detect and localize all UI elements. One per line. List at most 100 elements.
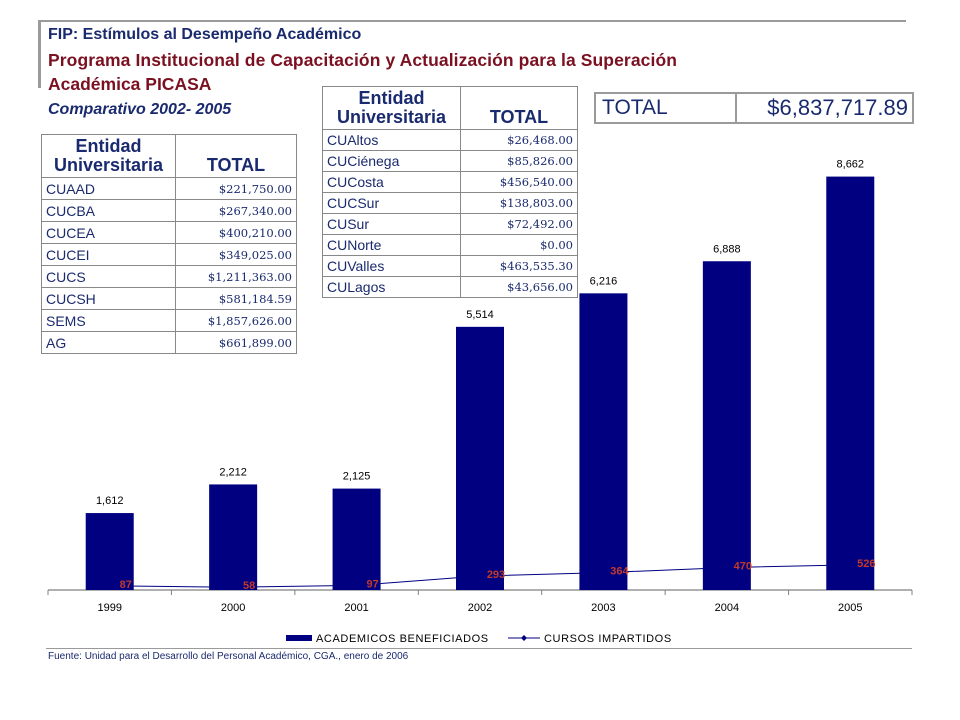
bar-2000 bbox=[209, 484, 258, 590]
bar-label-2001: 2,125 bbox=[343, 471, 371, 483]
bar-1999 bbox=[85, 513, 134, 590]
bar-2004 bbox=[702, 261, 751, 590]
entity-name: CUCSur bbox=[322, 192, 461, 214]
grand-total-value: $6,837,717.89 bbox=[735, 92, 914, 124]
table2-head-total: TOTAL bbox=[460, 86, 578, 130]
entity-total: $1,857,626.00 bbox=[175, 309, 297, 332]
bar-2002 bbox=[456, 326, 504, 590]
x-tick-label-2001: 2001 bbox=[344, 602, 368, 614]
grand-total-box: TOTAL $6,837,717.89 bbox=[594, 92, 914, 124]
page-subtitle: Comparativo 2002- 2005 bbox=[48, 101, 232, 118]
entity-name: CUCSH bbox=[41, 287, 176, 310]
entity-name: CUCS bbox=[41, 265, 176, 288]
entity-total: $456,540.00 bbox=[460, 171, 578, 193]
entity-name: CUAltos bbox=[322, 129, 461, 151]
table-row: CUNorte $0.00 bbox=[322, 234, 578, 256]
entity-name: AG bbox=[41, 331, 176, 354]
table1-head-total: TOTAL bbox=[175, 134, 297, 178]
left-rule bbox=[38, 20, 41, 88]
table-row: CULagos $43,656.00 bbox=[322, 276, 578, 298]
entity-total: $26,468.00 bbox=[460, 129, 578, 151]
entity-name: CUCEA bbox=[41, 221, 176, 244]
bar-label-2004: 6,888 bbox=[713, 243, 741, 255]
legend-line-label: CURSOS IMPARTIDOS bbox=[544, 633, 672, 645]
line-label-1999: 87 bbox=[120, 579, 132, 591]
entity-total: $267,340.00 bbox=[175, 199, 297, 222]
entity-name: CUCosta bbox=[322, 171, 461, 193]
line-cursos-impartidos bbox=[109, 564, 851, 588]
bar-2003 bbox=[579, 293, 628, 590]
bottom-rule bbox=[46, 648, 912, 649]
entity-total: $43,656.00 bbox=[460, 276, 578, 298]
table1-head-entity-line2: Universitaria bbox=[53, 155, 164, 175]
line-label-2004: 470 bbox=[734, 561, 752, 573]
entity-table-2: Entidad Universitaria TOTAL CUAltos $26,4… bbox=[322, 86, 578, 298]
entity-total: $661,899.00 bbox=[175, 331, 297, 354]
table-row: SEMS $1,857,626.00 bbox=[41, 309, 297, 332]
table2-head-entity-line2: Universitaria bbox=[336, 107, 447, 127]
entity-name: CUCEI bbox=[41, 243, 176, 266]
table-row: CUCSH $581,184.59 bbox=[41, 287, 297, 310]
entity-total: $1,211,363.00 bbox=[175, 265, 297, 288]
bar-label-1999: 1,612 bbox=[96, 495, 124, 507]
table-row: CUCiénega $85,826.00 bbox=[322, 150, 578, 172]
bar-label-2003: 6,216 bbox=[590, 275, 618, 287]
table-row: CUValles $463,535.30 bbox=[322, 255, 578, 277]
x-tick-label-2003: 2003 bbox=[591, 602, 615, 614]
bar-label-2002: 5,514 bbox=[466, 309, 494, 321]
line-label-2005: 526 bbox=[857, 558, 875, 570]
legend-line-marker bbox=[521, 635, 527, 641]
source-note: Fuente: Unidad para el Desarrollo del Pe… bbox=[48, 651, 409, 662]
table-row: CUAAD $221,750.00 bbox=[41, 177, 297, 200]
table-row: CUCosta $456,540.00 bbox=[322, 171, 578, 193]
x-tick-label-2002: 2002 bbox=[468, 602, 492, 614]
bar-label-2005: 8,662 bbox=[837, 159, 865, 171]
entity-name: CUCiénega bbox=[322, 150, 461, 172]
line-label-2003: 364 bbox=[610, 566, 629, 578]
entity-total: $463,535.30 bbox=[460, 255, 578, 277]
grand-total-label: TOTAL bbox=[594, 92, 737, 124]
entity-name: CUSur bbox=[322, 213, 461, 235]
entity-total: $85,826.00 bbox=[460, 150, 578, 172]
table-row: CUCSur $138,803.00 bbox=[322, 192, 578, 214]
table-row: CUAltos $26,468.00 bbox=[322, 129, 578, 151]
x-tick-label-2005: 2005 bbox=[838, 602, 862, 614]
top-rule bbox=[40, 20, 906, 22]
legend-bar-swatch bbox=[286, 635, 312, 641]
x-tick-label-2000: 2000 bbox=[221, 602, 245, 614]
program-title: Programa Institucional de Capacitación y… bbox=[48, 50, 678, 70]
entity-name: CUNorte bbox=[322, 234, 461, 256]
legend-bar-label: ACADEMICOS BENEFICIADOS bbox=[316, 633, 489, 645]
entity-total: $72,492.00 bbox=[460, 213, 578, 235]
entity-total: $221,750.00 bbox=[175, 177, 297, 200]
bar-2001 bbox=[332, 488, 381, 590]
entity-table-1: Entidad Universitaria TOTAL CUAAD $221,75… bbox=[41, 134, 297, 354]
table-row: AG $661,899.00 bbox=[41, 331, 297, 354]
entity-name: CUAAD bbox=[41, 177, 176, 200]
entity-total: $349,025.00 bbox=[175, 243, 297, 266]
x-tick-label-1999: 1999 bbox=[97, 602, 121, 614]
program-title-cont: Académica PICASA bbox=[48, 74, 212, 94]
page-title: FIP: Estímulos al Desempeño Académico bbox=[48, 26, 362, 43]
table-row: CUSur $72,492.00 bbox=[322, 213, 578, 235]
entity-total: $138,803.00 bbox=[460, 192, 578, 214]
line-label-2000: 58 bbox=[243, 580, 255, 592]
table-row: CUCS $1,211,363.00 bbox=[41, 265, 297, 288]
table-row: CUCEI $349,025.00 bbox=[41, 243, 297, 266]
table2-head-entity-line1: Entidad bbox=[358, 88, 425, 108]
line-label-2001: 97 bbox=[366, 578, 378, 590]
table-row: CUCEA $400,210.00 bbox=[41, 221, 297, 244]
table-row: CUCBA $267,340.00 bbox=[41, 199, 297, 222]
entity-name: SEMS bbox=[41, 309, 176, 332]
table1-head-entity-line1: Entidad bbox=[75, 136, 142, 156]
table2-head-entity: Entidad Universitaria bbox=[322, 86, 461, 130]
bar-2005 bbox=[826, 176, 875, 590]
entity-name: CUValles bbox=[322, 255, 461, 277]
line-label-2002: 293 bbox=[487, 569, 505, 581]
x-tick-label-2004: 2004 bbox=[715, 602, 739, 614]
entity-name: CUCBA bbox=[41, 199, 176, 222]
entity-total: $400,210.00 bbox=[175, 221, 297, 244]
entity-name: CULagos bbox=[322, 276, 461, 298]
entity-total: $0.00 bbox=[460, 234, 578, 256]
